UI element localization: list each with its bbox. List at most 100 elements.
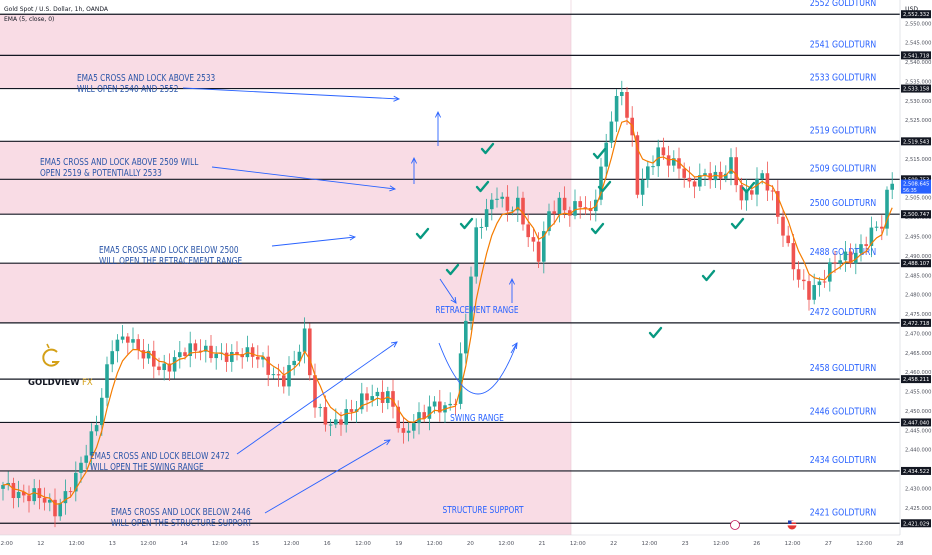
x-tick-label-1: 12 bbox=[37, 541, 44, 547]
candle-body-106 bbox=[552, 211, 556, 214]
check-icon-6 bbox=[597, 180, 612, 193]
arrow-2472-head bbox=[391, 341, 398, 348]
candle-body-65 bbox=[339, 419, 343, 425]
candle-body-111 bbox=[578, 201, 582, 208]
goldview-logo: GOLDVIEW FX bbox=[28, 343, 93, 388]
candle-body-5 bbox=[27, 495, 31, 502]
x-tick-label-3: 13 bbox=[109, 541, 116, 547]
candle-body-129 bbox=[672, 158, 676, 166]
price-tag-bg-0 bbox=[901, 10, 931, 19]
candle-body-153 bbox=[796, 269, 801, 280]
candle-body-81 bbox=[422, 412, 426, 419]
candle-body-118 bbox=[614, 95, 619, 122]
candle-body-94 bbox=[490, 199, 494, 210]
level-label-9: 2446 GOLDTURN bbox=[810, 407, 876, 418]
candle-body-171 bbox=[890, 183, 894, 190]
x-tick-label-19: 23 bbox=[682, 541, 689, 547]
candle-body-116 bbox=[604, 142, 608, 167]
price-tag-0: 2,552.332 bbox=[903, 12, 929, 18]
price-tag-9: 2,447.040 bbox=[903, 420, 929, 426]
arrow-2446 bbox=[264, 439, 391, 514]
candle-body-53 bbox=[276, 374, 281, 376]
level-lines: 2552 GOLDTURN 2541 GOLDTURN 2533 GOLDTURN 2… bbox=[0, 0, 900, 524]
y-tick-label-8: 2,465.000 bbox=[905, 351, 931, 357]
candle-body-145 bbox=[755, 178, 759, 195]
x-tick-label-12: 12:00 bbox=[427, 541, 443, 547]
price-tag-bg-8 bbox=[901, 375, 931, 384]
time-axis: 12:00 12 12:00 13 12:00 14 12:00 15 12:00 16 12:00… bbox=[0, 520, 904, 550]
arrow-2500-head bbox=[349, 234, 357, 241]
annotation-text-1: WILL OPEN 2540 AND 2552 bbox=[77, 84, 179, 95]
indicator-label[interactable]: EMA (5, close, 0) bbox=[4, 16, 55, 23]
candle-body-93 bbox=[484, 209, 489, 227]
candle-body-91 bbox=[474, 227, 478, 277]
candle-body-160 bbox=[833, 262, 837, 264]
candle-body-131 bbox=[682, 168, 686, 178]
candle-body-159 bbox=[828, 262, 832, 282]
candle-body-62 bbox=[323, 407, 328, 425]
logo-text: GOLDVIEW bbox=[28, 378, 80, 388]
check-icon-8 bbox=[648, 326, 663, 339]
x-tick-label-0: 12:00 bbox=[0, 541, 13, 547]
candle-body-88 bbox=[458, 353, 463, 404]
annotation-text-4: EMA5 CROSS AND LOCK BELOW 2500 bbox=[99, 245, 239, 256]
candle-body-33 bbox=[172, 357, 177, 372]
x-tick-label-4: 12:00 bbox=[140, 541, 156, 547]
shaded-range-4 bbox=[0, 422, 571, 471]
y-tick-label-24: 2,545.000 bbox=[905, 41, 931, 47]
price-tag-2: 2,533.158 bbox=[903, 87, 929, 93]
check-icon-1 bbox=[475, 180, 490, 193]
y-tick-label-0: 2,425.000 bbox=[905, 506, 931, 512]
candle-body-96 bbox=[500, 196, 504, 199]
candle-body-134 bbox=[698, 175, 702, 187]
candle-body-101 bbox=[526, 224, 530, 238]
candle-body-32 bbox=[167, 363, 172, 372]
candle-body-150 bbox=[781, 216, 785, 236]
candle-body-63 bbox=[328, 424, 333, 426]
annotation-text-3: OPEN 2519 & POTENTIALLY 2533 bbox=[40, 168, 162, 179]
candle-body-37 bbox=[193, 343, 198, 351]
check-icon-10 bbox=[741, 181, 756, 194]
candle-body-165 bbox=[859, 244, 863, 253]
y-tick-label-22: 2,535.000 bbox=[905, 79, 931, 85]
x-tick-label-6: 12:00 bbox=[212, 541, 228, 547]
x-tick-label-9: 16 bbox=[324, 541, 331, 547]
candle-body-125 bbox=[651, 166, 655, 168]
price-tag-8: 2,458.211 bbox=[903, 377, 929, 383]
level-label-1: 2541 GOLDTURN bbox=[810, 40, 876, 51]
candle-body-152 bbox=[791, 243, 796, 270]
candle-body-75 bbox=[391, 391, 395, 407]
current-price-countdown: 56:35 bbox=[903, 188, 917, 194]
check-icon-5 bbox=[592, 147, 607, 160]
y-tick-label-10: 2,475.000 bbox=[905, 312, 931, 318]
shaded-range-2 bbox=[0, 179, 571, 215]
candle-body-108 bbox=[562, 197, 567, 211]
candle-body-103 bbox=[536, 241, 541, 262]
candle-body-54 bbox=[282, 375, 286, 387]
candle-body-17 bbox=[89, 431, 94, 456]
candle-body-80 bbox=[417, 412, 421, 424]
candle-body-100 bbox=[521, 197, 525, 225]
candle-body-104 bbox=[542, 231, 546, 262]
y-tick-label-12: 2,485.000 bbox=[905, 273, 931, 279]
flag-canton bbox=[788, 520, 792, 524]
price-tag-10: 2,434.522 bbox=[903, 469, 929, 475]
level-label-11: 2421 GOLDTURN bbox=[810, 507, 876, 518]
arrow-2500 bbox=[271, 236, 356, 247]
price-tag-bg-1 bbox=[901, 51, 931, 60]
zone-label-structure: STRUCTURE SUPPORT bbox=[443, 505, 525, 516]
shaded-range-0 bbox=[0, 14, 571, 89]
candle-body-83 bbox=[432, 401, 437, 407]
level-label-8: 2458 GOLDTURN bbox=[810, 363, 876, 374]
flag-stripe-2 bbox=[787, 524, 797, 526]
check-icon-4 bbox=[445, 263, 460, 276]
candle-body-35 bbox=[183, 352, 187, 357]
event-icon bbox=[730, 520, 740, 530]
y-tick-label-4: 2,445.000 bbox=[905, 428, 931, 434]
candle-body-84 bbox=[438, 401, 442, 413]
price-tag-1: 2,541.718 bbox=[903, 53, 929, 59]
candle-body-6 bbox=[32, 488, 36, 502]
check-icon-9 bbox=[701, 269, 716, 282]
